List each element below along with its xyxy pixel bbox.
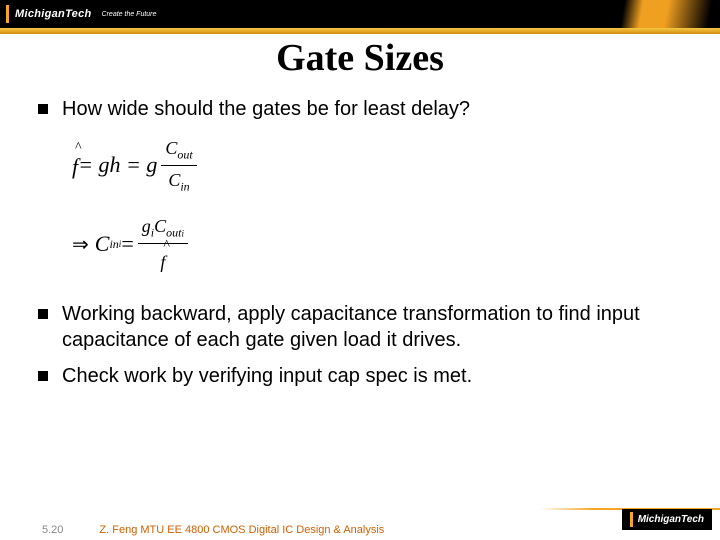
bullet-text: Working backward, apply capacitance tran… bbox=[62, 301, 690, 353]
brand-accent-bar bbox=[6, 5, 9, 23]
brand-logo: MichiganTech Create the Future bbox=[0, 5, 156, 23]
eq2-num-C: C bbox=[154, 216, 166, 236]
bullet-item: How wide should the gates be for least d… bbox=[38, 96, 690, 122]
bullet-text: Check work by verifying input cap spec i… bbox=[62, 363, 472, 389]
implies-arrow-icon: ⇒ bbox=[72, 231, 89, 259]
frac-den-C: C bbox=[168, 170, 180, 190]
equation-1: f = gh = g Cout Cin bbox=[72, 136, 690, 196]
bullet-text: How wide should the gates be for least d… bbox=[62, 96, 470, 122]
fraction-gc-fhat: giCouti f bbox=[138, 214, 188, 276]
slide-content: Gate Sizes How wide should the gates be … bbox=[0, 34, 720, 389]
bullet-list: How wide should the gates be for least d… bbox=[30, 96, 690, 122]
footer-brand-logo: MichiganTech bbox=[622, 509, 712, 530]
bullet-list-2: Working backward, apply capacitance tran… bbox=[30, 301, 690, 389]
bullet-square-icon bbox=[38, 309, 48, 319]
slide-footer: 5.20 Z. Feng MTU EE 4800 CMOS Digital IC… bbox=[0, 524, 720, 536]
bullet-item: Working backward, apply capacitance tran… bbox=[38, 301, 690, 353]
brand-tagline: Create the Future bbox=[102, 11, 157, 18]
equation-block: f = gh = g Cout Cin ⇒ Cini = giCouti f bbox=[72, 136, 690, 275]
equation-2: ⇒ Cini = giCouti f bbox=[72, 214, 690, 276]
frac-num-C: C bbox=[165, 138, 177, 158]
eq2-num-g: g bbox=[142, 216, 151, 236]
bullet-item: Check work by verifying input cap spec i… bbox=[38, 363, 690, 389]
brand-name: MichiganTech bbox=[15, 8, 92, 20]
footer-brand-name: MichiganTech bbox=[638, 514, 704, 525]
fraction-cout-cin: Cout Cin bbox=[161, 136, 196, 196]
f-hat-symbol: f bbox=[72, 148, 78, 183]
footer-text: Z. Feng MTU EE 4800 CMOS Digital IC Desi… bbox=[99, 524, 384, 536]
bullet-square-icon bbox=[38, 104, 48, 114]
eq2-den-fhat: f bbox=[160, 246, 165, 275]
header-accent bbox=[600, 0, 720, 28]
header-bar: MichiganTech Create the Future bbox=[0, 0, 720, 28]
page-number: 5.20 bbox=[42, 524, 63, 536]
equals-sign: = bbox=[121, 229, 133, 260]
eq2-num-C-subsub: i bbox=[181, 228, 184, 238]
bullet-square-icon bbox=[38, 371, 48, 381]
frac-num-sub: out bbox=[177, 148, 192, 162]
eq1-rhs-text: = gh = g bbox=[78, 150, 157, 181]
eq2-lhs-sub: in bbox=[109, 236, 118, 253]
eq2-lhs-C: C bbox=[95, 229, 110, 260]
frac-den-sub: in bbox=[180, 180, 189, 194]
page-title: Gate Sizes bbox=[30, 36, 690, 80]
footer-brand-accent bbox=[630, 512, 633, 527]
